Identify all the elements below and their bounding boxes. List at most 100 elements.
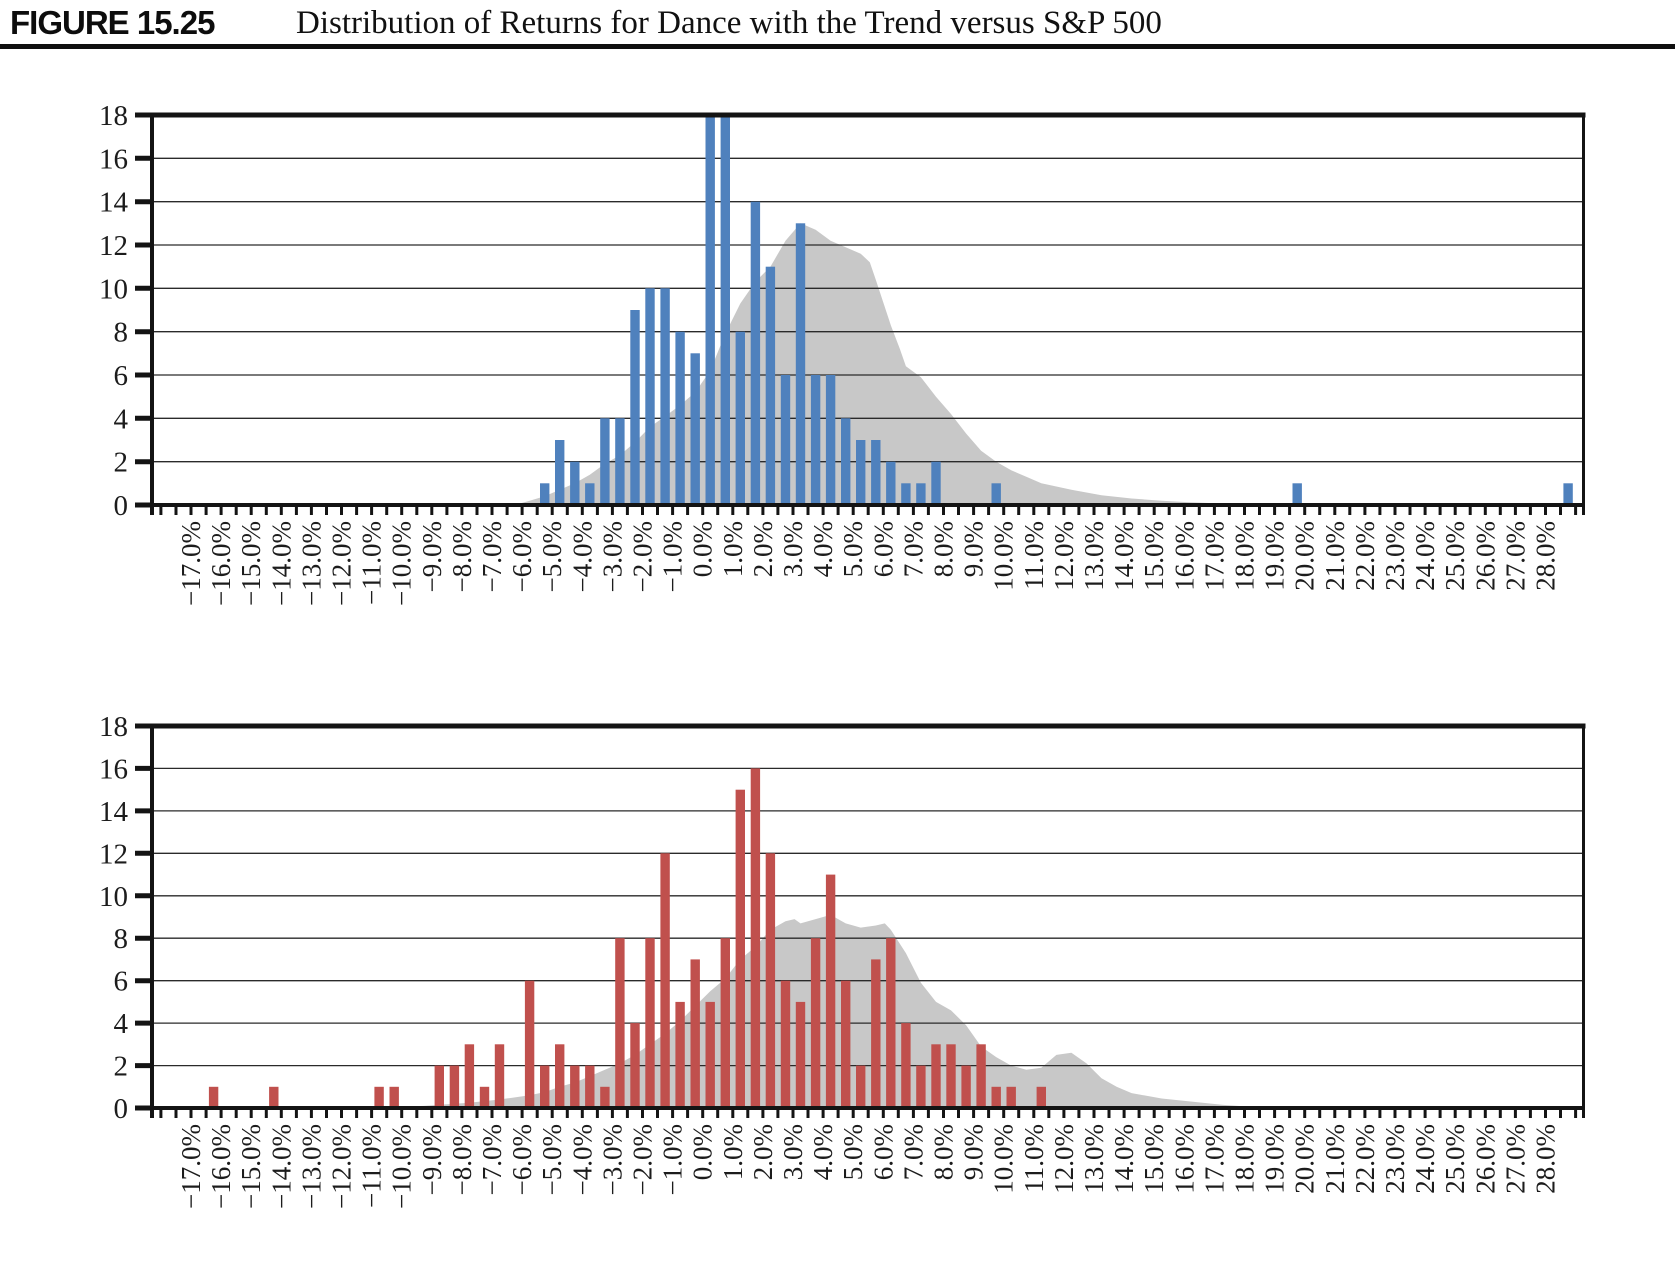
y-tick-label: 4	[114, 403, 129, 435]
x-tick-label: 2.0%	[748, 1124, 778, 1180]
title-rule	[0, 44, 1675, 49]
bar	[615, 418, 625, 505]
figure-label: FIGURE 15.25	[10, 4, 215, 41]
x-tick-label: 8.0%	[929, 1124, 959, 1180]
bar	[1006, 1086, 1016, 1108]
gridlines	[152, 767, 1584, 1067]
x-tick-label: 25.0%	[1440, 521, 1470, 591]
x-tick-label: 6.0%	[868, 1124, 898, 1180]
y-axis-labels: 0 2 4 6 8 10 12 14 16 18	[99, 711, 152, 1125]
x-tick-label: 23.0%	[1380, 521, 1410, 591]
bar	[1563, 483, 1573, 505]
bars-group	[540, 115, 1573, 506]
x-tick-label: −13.0%	[296, 521, 326, 606]
bar	[795, 223, 806, 506]
x-tick-label: −6.0%	[507, 521, 537, 592]
y-tick-label: 2	[114, 447, 129, 479]
bar	[780, 980, 791, 1108]
x-tick-label: −16.0%	[206, 1124, 236, 1209]
x-tick-label: −2.0%	[628, 1124, 658, 1195]
x-tick-label: 13.0%	[1079, 521, 1109, 591]
bar	[570, 461, 580, 505]
x-tick-label: −5.0%	[537, 1124, 567, 1195]
bars-group	[208, 768, 1046, 1108]
x-tick-label: 7.0%	[898, 1124, 928, 1180]
x-tick-label: 26.0%	[1470, 1124, 1500, 1194]
x-tick-label: 18.0%	[1230, 1124, 1260, 1194]
y-tick-label: 12	[99, 230, 128, 262]
x-tick-label: 19.0%	[1260, 521, 1290, 591]
bar	[600, 418, 610, 505]
x-axis-labels: −17.0% −16.0% −15.0% −14.0% −13.0% −12.0% −11.…	[176, 521, 1561, 606]
bar	[630, 310, 640, 505]
y-tick-label: 8	[114, 923, 129, 955]
x-tick-label: −10.0%	[387, 1124, 417, 1209]
x-tick-label: −12.0%	[327, 521, 357, 606]
x-tick-label: 0.0%	[688, 1124, 718, 1180]
x-tick-label: −17.0%	[176, 521, 206, 606]
x-tick-label: −3.0%	[597, 1124, 627, 1195]
x-tick-label: −13.0%	[296, 1124, 326, 1209]
x-tick-label: 21.0%	[1320, 1124, 1350, 1194]
x-tick-label: −1.0%	[658, 1124, 688, 1195]
bar	[690, 959, 700, 1108]
bar	[825, 375, 836, 505]
x-tick-label: −7.0%	[477, 521, 507, 592]
bar	[540, 483, 550, 505]
bar	[856, 440, 866, 505]
bar	[570, 1065, 580, 1108]
bar	[555, 440, 565, 505]
plot-frame	[150, 723, 1586, 1118]
x-tick-label: −11.0%	[357, 1124, 387, 1208]
bar	[720, 115, 730, 505]
bar	[886, 461, 896, 505]
bar	[901, 483, 911, 505]
bar	[675, 1001, 685, 1108]
y-tick-label: 16	[99, 143, 128, 175]
x-tick-label: −10.0%	[387, 521, 417, 606]
x-tick-label: 7.0%	[898, 521, 928, 577]
bar	[765, 266, 776, 505]
bar	[389, 1086, 399, 1108]
bar	[991, 1086, 1001, 1108]
x-tick-label: 4.0%	[808, 1124, 838, 1180]
bar	[464, 1044, 475, 1108]
bar	[780, 375, 791, 505]
x-tick-marks	[159, 1108, 1578, 1118]
x-tick-label: 28.0%	[1531, 521, 1561, 591]
y-tick-label: 8	[114, 317, 129, 349]
y-tick-label: 0	[114, 490, 129, 522]
x-tick-label: 8.0%	[929, 521, 959, 577]
bar	[871, 959, 881, 1108]
x-tick-label: 13.0%	[1079, 1124, 1109, 1194]
x-tick-label: −3.0%	[597, 521, 627, 592]
x-tick-label: 5.0%	[838, 521, 868, 577]
bar	[765, 853, 776, 1108]
x-tick-label: 14.0%	[1109, 1124, 1139, 1194]
y-tick-label: 18	[99, 711, 128, 743]
x-tick-label: 22.0%	[1350, 1124, 1380, 1194]
area-series	[514, 223, 1283, 506]
bar	[269, 1086, 279, 1108]
x-tick-label: 3.0%	[778, 1124, 808, 1180]
area-shape	[514, 223, 1283, 506]
bar	[660, 288, 670, 505]
x-tick-label: 0.0%	[688, 521, 718, 577]
x-tick-label: −4.0%	[567, 1124, 597, 1195]
x-tick-label: 17.0%	[1199, 521, 1229, 591]
x-tick-label: 10.0%	[989, 1124, 1019, 1194]
x-tick-label: 9.0%	[959, 521, 989, 577]
x-tick-label: 10.0%	[989, 521, 1019, 591]
x-tick-label: 20.0%	[1290, 521, 1320, 591]
bar	[660, 853, 670, 1108]
x-tick-label: 28.0%	[1531, 1124, 1561, 1194]
y-tick-label: 16	[99, 753, 128, 785]
bar	[600, 1086, 610, 1108]
plot-frame	[150, 112, 1586, 515]
x-tick-label: −2.0%	[628, 521, 658, 592]
bar	[705, 1001, 715, 1108]
x-tick-label: 15.0%	[1139, 1124, 1169, 1194]
x-tick-label: −5.0%	[537, 521, 567, 592]
